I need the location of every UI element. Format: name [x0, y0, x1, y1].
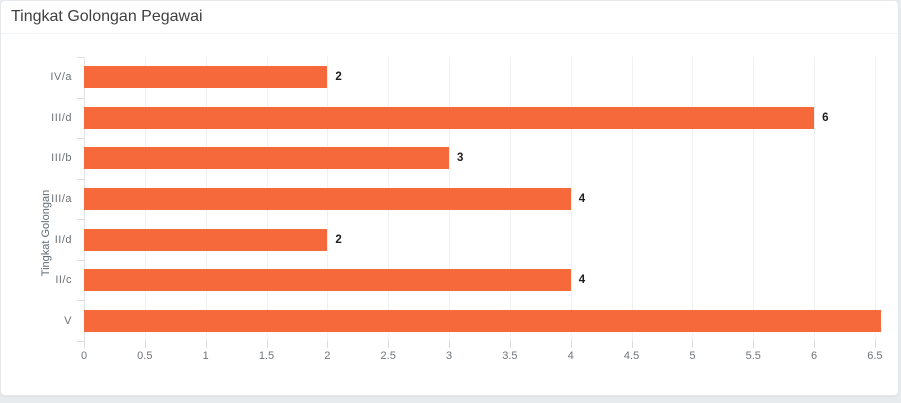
bar-iii-b[interactable] [84, 147, 450, 170]
plot-area: 0 0.5 1 1.5 2 2.5 3 3.5 4 4.5 5 5.5 6 6.5 2 6 3 4 2 4 [77, 57, 883, 362]
y-axis-category-label: IV/a [50, 71, 72, 84]
y-axis-category-label: III/a [51, 193, 72, 205]
x-axis-tick [388, 341, 390, 348]
bar-value-label: 2 [335, 233, 342, 246]
y-axis-category-label: II/d [54, 233, 72, 246]
chart-title: Tingkat Golongan Pegawai [11, 8, 203, 25]
x-axis-tick-label: 1.5 [258, 350, 275, 362]
x-axis-tick [205, 341, 207, 348]
bar-chart: Tingkat Golongan IV/a III/d III/b III/a II/d… [1, 35, 898, 395]
card-header: Tingkat Golongan Pegawai [1, 1, 898, 34]
bar-v[interactable] [84, 309, 881, 332]
x-axis-tick [327, 341, 329, 348]
bar-iv-a[interactable] [84, 66, 328, 89]
y-axis-tick [77, 178, 84, 180]
x-axis-tick [266, 341, 268, 348]
x-axis-tick-label: 1 [202, 350, 209, 362]
y-axis-tick [77, 300, 84, 302]
x-axis-tick-label: 4 [567, 350, 574, 362]
y-axis-category-label: V [64, 314, 72, 327]
x-axis-tick-label: 6.5 [867, 350, 883, 362]
y-axis-category-label: II/c [55, 274, 72, 287]
x-axis-tick [449, 341, 451, 348]
bar-iii-a[interactable] [84, 187, 571, 210]
x-axis-tick [692, 341, 694, 348]
y-axis-tick [77, 341, 84, 342]
x-axis-tick [631, 341, 633, 348]
gridline [570, 57, 572, 341]
chart-row: 2 [84, 57, 881, 98]
x-axis-tick-label: 0.5 [137, 350, 153, 362]
x-axis-tick [874, 341, 876, 348]
chart-row: 6 [84, 98, 881, 139]
y-axis-tick [77, 219, 84, 221]
chart-row: 4 [84, 179, 881, 220]
bar-value-label: 4 [578, 274, 586, 287]
x-axis-tick [570, 341, 572, 348]
chart-row: 3 [84, 138, 881, 179]
y-axis-tick [77, 138, 84, 140]
x-axis-tick-label: 3 [445, 350, 453, 362]
x-axis-tick-label: 5.5 [745, 350, 761, 362]
x-axis-tick-label: 2 [324, 350, 331, 362]
x-axis-tick [84, 341, 85, 348]
x-axis-tick [753, 341, 755, 348]
gridline [874, 57, 876, 341]
gridline [753, 57, 755, 341]
chart-row [84, 300, 881, 341]
y-axis-tick [77, 97, 84, 99]
x-axis-tick-label: 3.5 [502, 350, 518, 362]
y-axis-tick [77, 57, 84, 58]
bar-ii-c[interactable] [84, 269, 571, 292]
y-axis-category-label: III/d [51, 111, 72, 124]
x-axis-tick-label: 4.5 [623, 350, 640, 362]
x-axis-tick-label: 5 [689, 350, 696, 362]
bar-value-label: 3 [457, 152, 464, 165]
y-axis-tick [77, 259, 84, 261]
gridline [631, 57, 633, 341]
bar-ii-d[interactable] [84, 228, 328, 251]
bar-value-label: 4 [578, 192, 586, 205]
x-axis-tick-label: 2.5 [380, 350, 396, 362]
x-axis-tick [814, 341, 816, 348]
x-axis-tick [144, 341, 146, 348]
bar-iii-d[interactable] [84, 106, 815, 129]
bar-value-label: 6 [822, 111, 829, 124]
x-axis-tick-label: 0 [80, 350, 88, 362]
chart-row: 2 [84, 219, 881, 260]
gridline [814, 57, 816, 341]
x-axis-tick-label: 6 [811, 350, 818, 362]
y-axis-labels: IV/a III/d III/b III/a II/d II/c V [1, 57, 78, 341]
chart-row: 4 [84, 260, 881, 301]
gridline [692, 57, 694, 341]
y-axis-category-label: III/b [51, 152, 72, 165]
x-axis-tick [509, 341, 511, 348]
bar-value-label: 2 [335, 71, 342, 84]
